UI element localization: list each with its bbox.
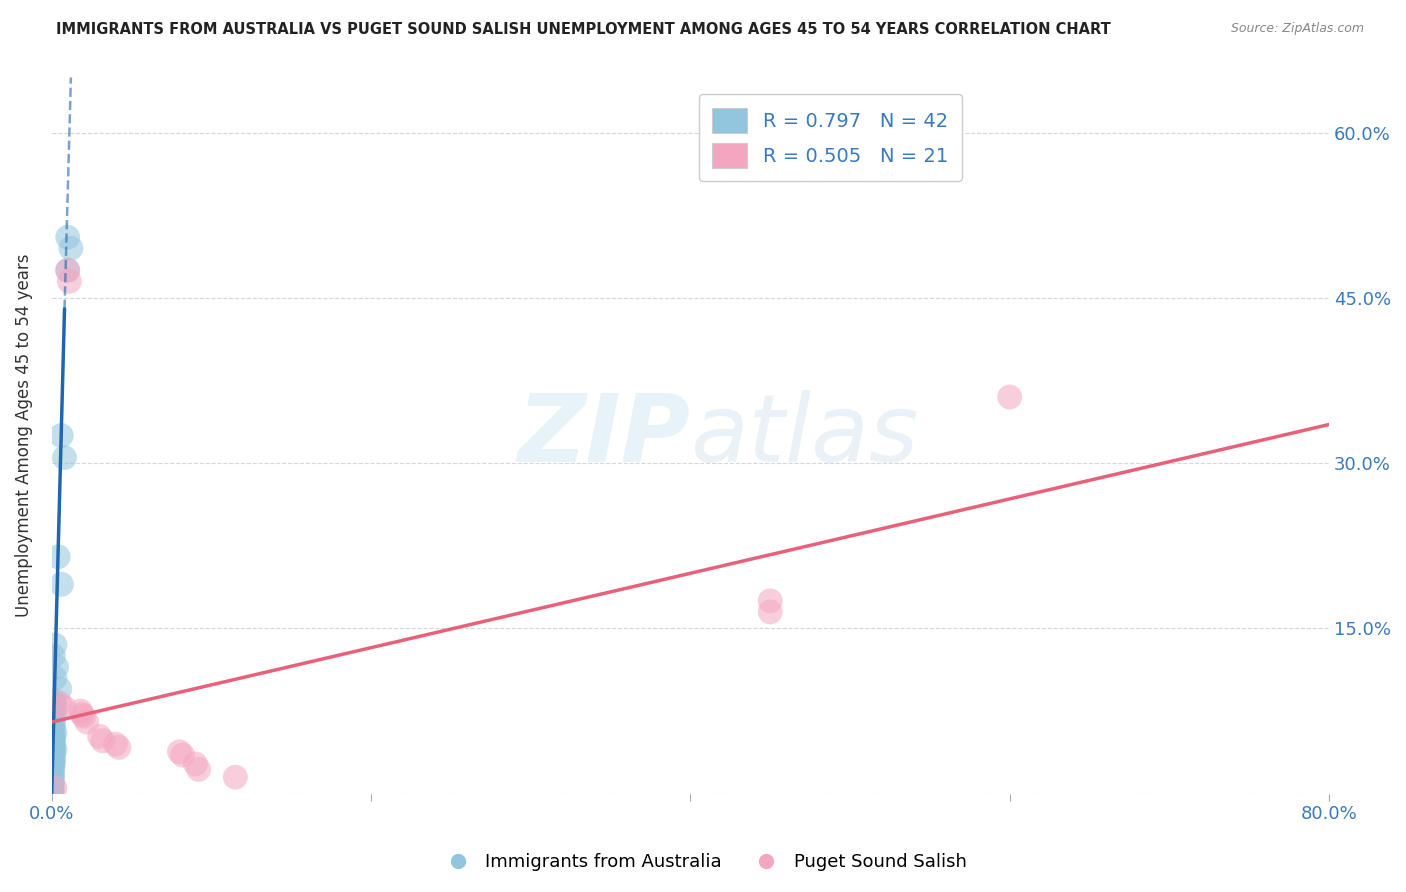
Point xyxy=(51,577,73,591)
Point xyxy=(42,751,65,765)
Point xyxy=(44,698,66,713)
Point xyxy=(42,693,65,707)
Point xyxy=(91,733,114,747)
Point xyxy=(107,740,129,755)
Point xyxy=(42,737,65,751)
Text: IMMIGRANTS FROM AUSTRALIA VS PUGET SOUND SALISH UNEMPLOYMENT AMONG AGES 45 TO 54: IMMIGRANTS FROM AUSTRALIA VS PUGET SOUND… xyxy=(56,22,1111,37)
Point xyxy=(42,704,65,718)
Point xyxy=(53,700,76,714)
Point xyxy=(44,638,66,652)
Point xyxy=(44,707,66,722)
Point xyxy=(42,730,65,744)
Point xyxy=(53,450,76,465)
Point xyxy=(41,786,63,800)
Point xyxy=(41,778,63,792)
Point xyxy=(187,763,209,777)
Legend: Immigrants from Australia, Puget Sound Salish: Immigrants from Australia, Puget Sound S… xyxy=(433,847,973,879)
Point xyxy=(41,783,63,797)
Point xyxy=(51,428,73,442)
Y-axis label: Unemployment Among Ages 45 to 54 years: Unemployment Among Ages 45 to 54 years xyxy=(15,254,32,617)
Point xyxy=(42,648,65,663)
Text: ZIP: ZIP xyxy=(517,390,690,482)
Legend: R = 0.797   N = 42, R = 0.505   N = 21: R = 0.797 N = 42, R = 0.505 N = 21 xyxy=(699,95,962,181)
Point xyxy=(69,704,91,718)
Point xyxy=(44,726,66,740)
Point xyxy=(44,671,66,685)
Point xyxy=(42,754,65,768)
Point xyxy=(104,737,127,751)
Point xyxy=(169,745,191,759)
Point xyxy=(48,696,70,710)
Point xyxy=(42,756,65,771)
Point xyxy=(41,775,63,789)
Point xyxy=(44,742,66,756)
Point xyxy=(56,230,79,244)
Point xyxy=(759,594,782,608)
Point xyxy=(42,714,65,729)
Point xyxy=(45,660,67,674)
Point xyxy=(41,767,63,781)
Point xyxy=(42,723,65,737)
Point xyxy=(42,740,65,755)
Point xyxy=(56,263,79,277)
Point xyxy=(172,748,194,763)
Point xyxy=(58,274,80,288)
Point xyxy=(56,263,79,277)
Point xyxy=(41,770,63,784)
Point xyxy=(70,707,93,722)
Point xyxy=(42,731,65,746)
Point xyxy=(42,733,65,747)
Point xyxy=(46,549,69,564)
Point xyxy=(41,781,63,796)
Point xyxy=(42,745,65,759)
Point xyxy=(44,781,66,796)
Point xyxy=(42,696,65,710)
Text: Source: ZipAtlas.com: Source: ZipAtlas.com xyxy=(1230,22,1364,36)
Point xyxy=(76,714,98,729)
Point xyxy=(998,390,1021,404)
Point xyxy=(48,681,70,696)
Text: atlas: atlas xyxy=(690,390,918,481)
Point xyxy=(41,763,63,777)
Point xyxy=(42,748,65,763)
Point xyxy=(42,759,65,773)
Point xyxy=(224,770,246,784)
Point xyxy=(184,756,207,771)
Point xyxy=(89,730,111,744)
Point xyxy=(759,605,782,619)
Point xyxy=(41,773,63,788)
Point xyxy=(42,718,65,732)
Point xyxy=(59,241,82,255)
Point xyxy=(73,709,96,723)
